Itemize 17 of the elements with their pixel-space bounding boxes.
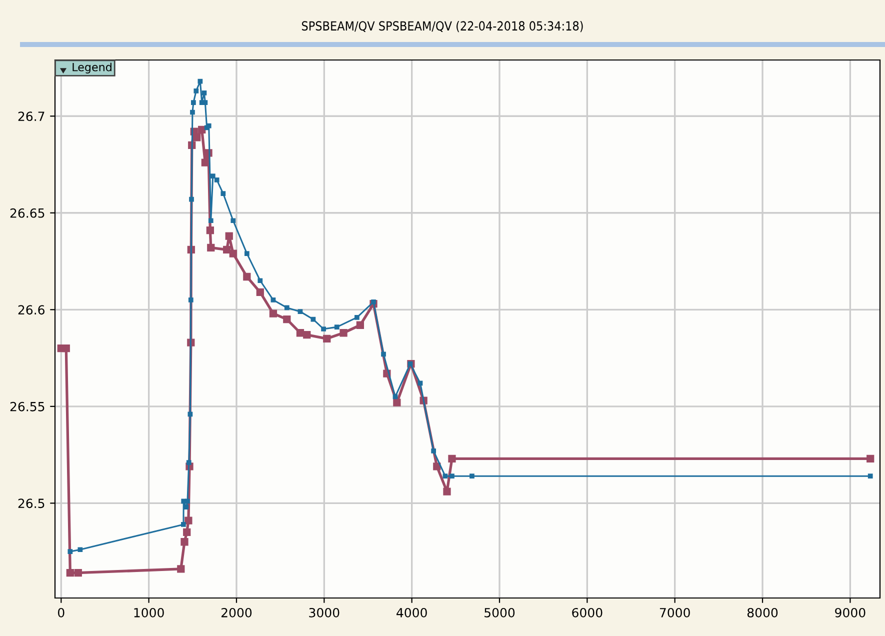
x-tick-label: 8000 bbox=[747, 608, 778, 618]
x-tick-label: 5000 bbox=[484, 608, 515, 618]
y-tick-label: 26.65 bbox=[10, 208, 44, 218]
x-tick-label: 7000 bbox=[660, 608, 690, 618]
x-tick-label: 4000 bbox=[396, 608, 427, 618]
x-tick-label: 2000 bbox=[221, 608, 252, 618]
x-tick-label: 6000 bbox=[572, 608, 602, 618]
x-tick-label: 1000 bbox=[134, 608, 164, 618]
x-tick-label: 0 bbox=[58, 608, 64, 618]
annotation: Legend bbox=[72, 62, 112, 74]
y-tick-label: 26.55 bbox=[10, 402, 44, 412]
y-tick-label: 26.7 bbox=[18, 112, 44, 122]
x-tick-label: 9000 bbox=[835, 608, 866, 618]
y-tick-label: 26.5 bbox=[18, 498, 44, 508]
x-tick-label: 3000 bbox=[309, 608, 340, 618]
chart-title: SPSBEAM/QV SPSBEAM/QV (22-04-2018 05:34:18) bbox=[302, 20, 583, 32]
y-tick-label: 26.6 bbox=[18, 305, 44, 315]
